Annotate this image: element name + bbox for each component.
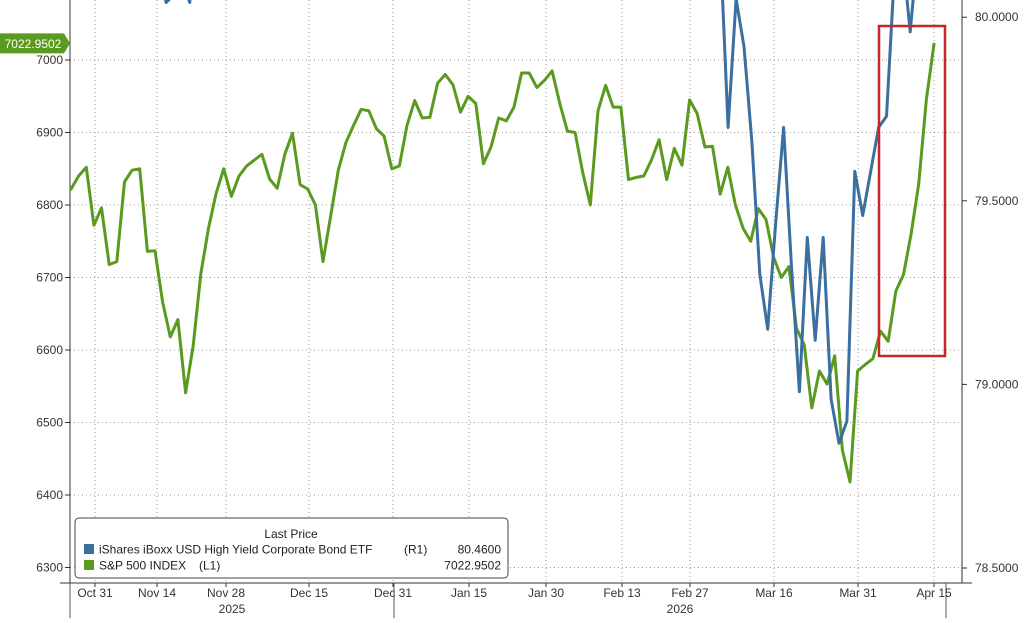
legend-swatch bbox=[84, 544, 94, 554]
highlight-box bbox=[877, 24, 947, 358]
right-tick-label: 79.0000 bbox=[975, 377, 1019, 391]
left-tick-label: 6700 bbox=[36, 271, 63, 285]
right-tick-label: 78.5000 bbox=[975, 561, 1019, 575]
x-year-label: 2026 bbox=[667, 602, 694, 616]
legend-series-name: iShares iBoxx USD High Yield Corporate B… bbox=[99, 543, 372, 557]
legend: Last Price iShares iBoxx USD High Yield C… bbox=[74, 517, 509, 579]
left-tick-label: 7000 bbox=[36, 53, 63, 67]
legend-last-value: 80.4600 bbox=[458, 543, 502, 557]
x-tick-label: Dec 31 bbox=[374, 586, 412, 600]
left-tick-label: 6900 bbox=[36, 126, 63, 140]
legend-series-name: S&P 500 INDEX bbox=[99, 559, 186, 573]
hyg-etf-line bbox=[164, 0, 915, 445]
x-tick-label: Mar 16 bbox=[755, 586, 793, 600]
x-tick-label: Feb 27 bbox=[671, 586, 709, 600]
x-tick-label: Mar 31 bbox=[839, 586, 877, 600]
legend-axis-tag: (R1) bbox=[404, 543, 427, 557]
right-tick-label: 79.5000 bbox=[975, 194, 1019, 208]
left-last-value-tag: 7022.9502 bbox=[0, 33, 70, 54]
x-tick-label: Dec 15 bbox=[290, 586, 328, 600]
x-tick-label: Oct 31 bbox=[77, 586, 113, 600]
x-tick-label: Nov 14 bbox=[138, 586, 176, 600]
left-tick-label: 6800 bbox=[36, 198, 63, 212]
legend-box bbox=[74, 517, 509, 579]
legend-axis-tag: (L1) bbox=[199, 559, 220, 573]
highlight-rectangle bbox=[877, 24, 947, 358]
series-lines bbox=[69, 0, 936, 484]
left-tick-label: 6600 bbox=[36, 343, 63, 357]
legend-last-value: 7022.9502 bbox=[444, 559, 501, 573]
x-tick-label: Jan 30 bbox=[528, 586, 564, 600]
x-tick-label: Jan 15 bbox=[451, 586, 487, 600]
legend-swatch bbox=[84, 560, 94, 570]
legend-title: Last Price bbox=[264, 527, 318, 541]
left-tick-label: 6500 bbox=[36, 416, 63, 430]
axes bbox=[60, 0, 972, 618]
left-last-value-label: 7022.9502 bbox=[5, 37, 62, 51]
left-tick-label: 6300 bbox=[36, 561, 63, 575]
x-tick-label: Apr 15 bbox=[916, 586, 952, 600]
left-tick-label: 6400 bbox=[36, 488, 63, 502]
sp500-line bbox=[69, 42, 936, 484]
x-year-label: 2025 bbox=[219, 602, 246, 616]
left-last-tag-bg bbox=[0, 33, 70, 54]
right-tick-label: 80.0000 bbox=[975, 10, 1019, 24]
x-tick-label: Nov 28 bbox=[207, 586, 245, 600]
x-tick-label: Feb 13 bbox=[603, 586, 641, 600]
